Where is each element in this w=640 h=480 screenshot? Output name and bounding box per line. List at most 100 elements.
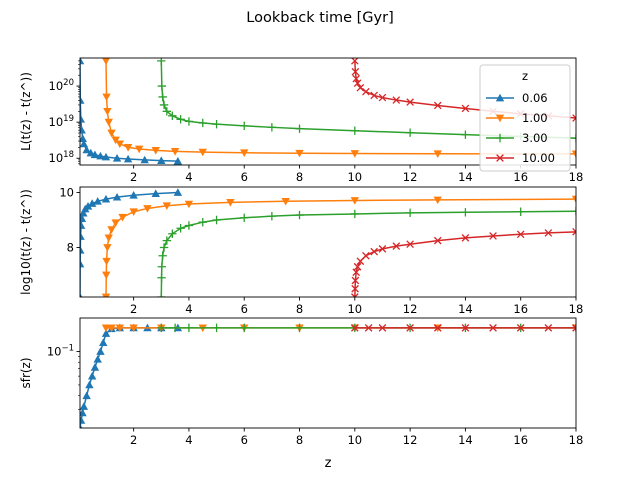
x-tick-label: 2	[130, 302, 137, 316]
data-point-1.00-14	[350, 197, 360, 205]
data-point-3.00-6	[168, 229, 177, 238]
data-point-3.00-15	[405, 208, 415, 218]
panel-3: 2 4 6 8 10 12 14 16 18 10−1 sfr(z)	[19, 317, 584, 447]
data-point-3.00-12	[295, 124, 304, 133]
data-point-1.00-16	[571, 195, 576, 204]
data-point-0.06-5	[85, 380, 94, 389]
data-point-0.06-15	[173, 188, 183, 196]
data-point-1.00-9	[143, 205, 152, 213]
data-point-3.00-5	[295, 323, 304, 333]
data-point-3.00-0	[157, 323, 166, 333]
legend-label: 1.00	[522, 111, 548, 125]
data-point-0.06-1	[80, 416, 86, 424]
x-tick-label: 16	[513, 170, 528, 184]
data-point-1.00-0	[102, 58, 110, 66]
legend-label: 3.00	[522, 131, 548, 145]
data-point-10.00-10	[433, 101, 442, 110]
data-point-1.00-7	[123, 144, 133, 152]
data-point-10.00-4	[356, 83, 365, 92]
data-point-0.06-12	[123, 154, 133, 163]
data-point-10.00-4	[433, 324, 442, 332]
data-point-0.06-8	[83, 202, 93, 210]
data-point-10.00-9	[406, 98, 414, 106]
data-point-3.00-3	[159, 100, 169, 110]
data-point-0.06-6	[87, 371, 97, 380]
data-point-0.06-2	[80, 408, 87, 417]
data-point-1.00-4	[107, 129, 116, 138]
data-point-0.06-0	[80, 58, 85, 65]
data-point-3.00-3	[158, 251, 167, 260]
data-point-10.00-3	[352, 268, 361, 277]
legend-label: 0.06	[522, 91, 548, 105]
data-point-10.00-0	[350, 58, 359, 65]
data-point-1.00-2	[103, 107, 112, 116]
data-point-10.00-3	[353, 79, 362, 88]
series-line-10.00	[354, 231, 576, 297]
legend-item-3.00: 3.00	[486, 131, 548, 145]
y-axis-label: L(t(z) - t(z^))	[19, 72, 33, 151]
data-point-0.06-2	[80, 246, 85, 254]
data-point-10.00-4	[353, 262, 362, 271]
data-point-1.00-2	[102, 257, 111, 266]
x-tick-label: 12	[403, 170, 418, 184]
data-point-0.06-6	[82, 145, 91, 154]
panel-1: 2 4 6 8 10 12 14 16 18 1018 1019 1020 L(t(z) - t(z^)…	[19, 57, 583, 184]
y-tick-label: 1020	[49, 78, 74, 93]
y-tick-label: 1018	[49, 150, 74, 165]
legend-box	[479, 64, 571, 172]
data-point-10.00-6	[370, 91, 378, 100]
x-tick-label: 12	[403, 302, 418, 316]
data-point-3.00-17	[516, 207, 525, 216]
data-point-1.00-7	[118, 213, 127, 222]
x-tick-label: 8	[296, 302, 303, 316]
data-point-0.06-11	[101, 329, 111, 337]
data-point-1.00-6	[115, 140, 125, 149]
data-point-3.00-8	[184, 221, 194, 230]
data-point-1.00-8	[134, 145, 144, 154]
x-tick-label: 4	[185, 302, 192, 316]
data-point-3.00-7	[176, 224, 185, 233]
data-point-0.06-12	[112, 192, 122, 201]
y-tick-label: 1019	[49, 114, 74, 129]
data-point-10.00-2	[378, 324, 387, 332]
data-point-1.00-0	[101, 324, 111, 333]
legend-marker	[496, 154, 504, 162]
data-point-1.00-2	[115, 324, 125, 333]
data-point-1.00-6	[111, 219, 120, 227]
data-point-10.00-1	[351, 284, 359, 293]
x-tick-label: 2	[130, 433, 137, 447]
data-point-1.00-11	[198, 148, 207, 157]
data-point-0.06-15	[173, 156, 183, 165]
data-point-0.06-10	[93, 197, 102, 205]
data-point-0.06-0	[80, 423, 83, 428]
data-point-3.00-17	[571, 133, 576, 143]
data-point-0.06-4	[80, 221, 86, 229]
data-point-10.00-6	[362, 251, 370, 260]
data-point-1.00-4	[104, 234, 113, 243]
plot-area	[80, 323, 576, 428]
data-point-1.00-10	[170, 148, 180, 156]
data-point-3.00-2	[184, 323, 194, 333]
data-point-0.06-4	[82, 391, 91, 400]
data-point-0.06-10	[101, 152, 111, 161]
plot-area	[80, 58, 576, 165]
data-point-3.00-13	[295, 210, 304, 220]
data-point-0.06-13	[140, 155, 149, 164]
data-point-1.00-5	[111, 136, 120, 145]
data-point-1.00-1	[107, 324, 116, 333]
data-point-10.00-1	[364, 324, 373, 332]
x-tick-label: 4	[185, 433, 192, 447]
data-point-3.00-15	[461, 130, 470, 139]
x-tick-label: 18	[569, 433, 584, 447]
data-point-10.00-7	[516, 324, 525, 332]
x-tick-label: 6	[241, 302, 248, 316]
data-point-0.06-9	[87, 199, 97, 207]
data-point-0.06-11	[101, 194, 111, 203]
data-point-3.00-1	[170, 323, 180, 333]
data-point-3.00-14	[405, 128, 415, 137]
data-point-1.00-13	[295, 149, 304, 158]
legend-marker	[495, 93, 505, 102]
data-point-3.00-18	[571, 207, 576, 216]
data-point-3.00-1	[157, 81, 167, 91]
data-point-0.06-1	[80, 259, 85, 268]
